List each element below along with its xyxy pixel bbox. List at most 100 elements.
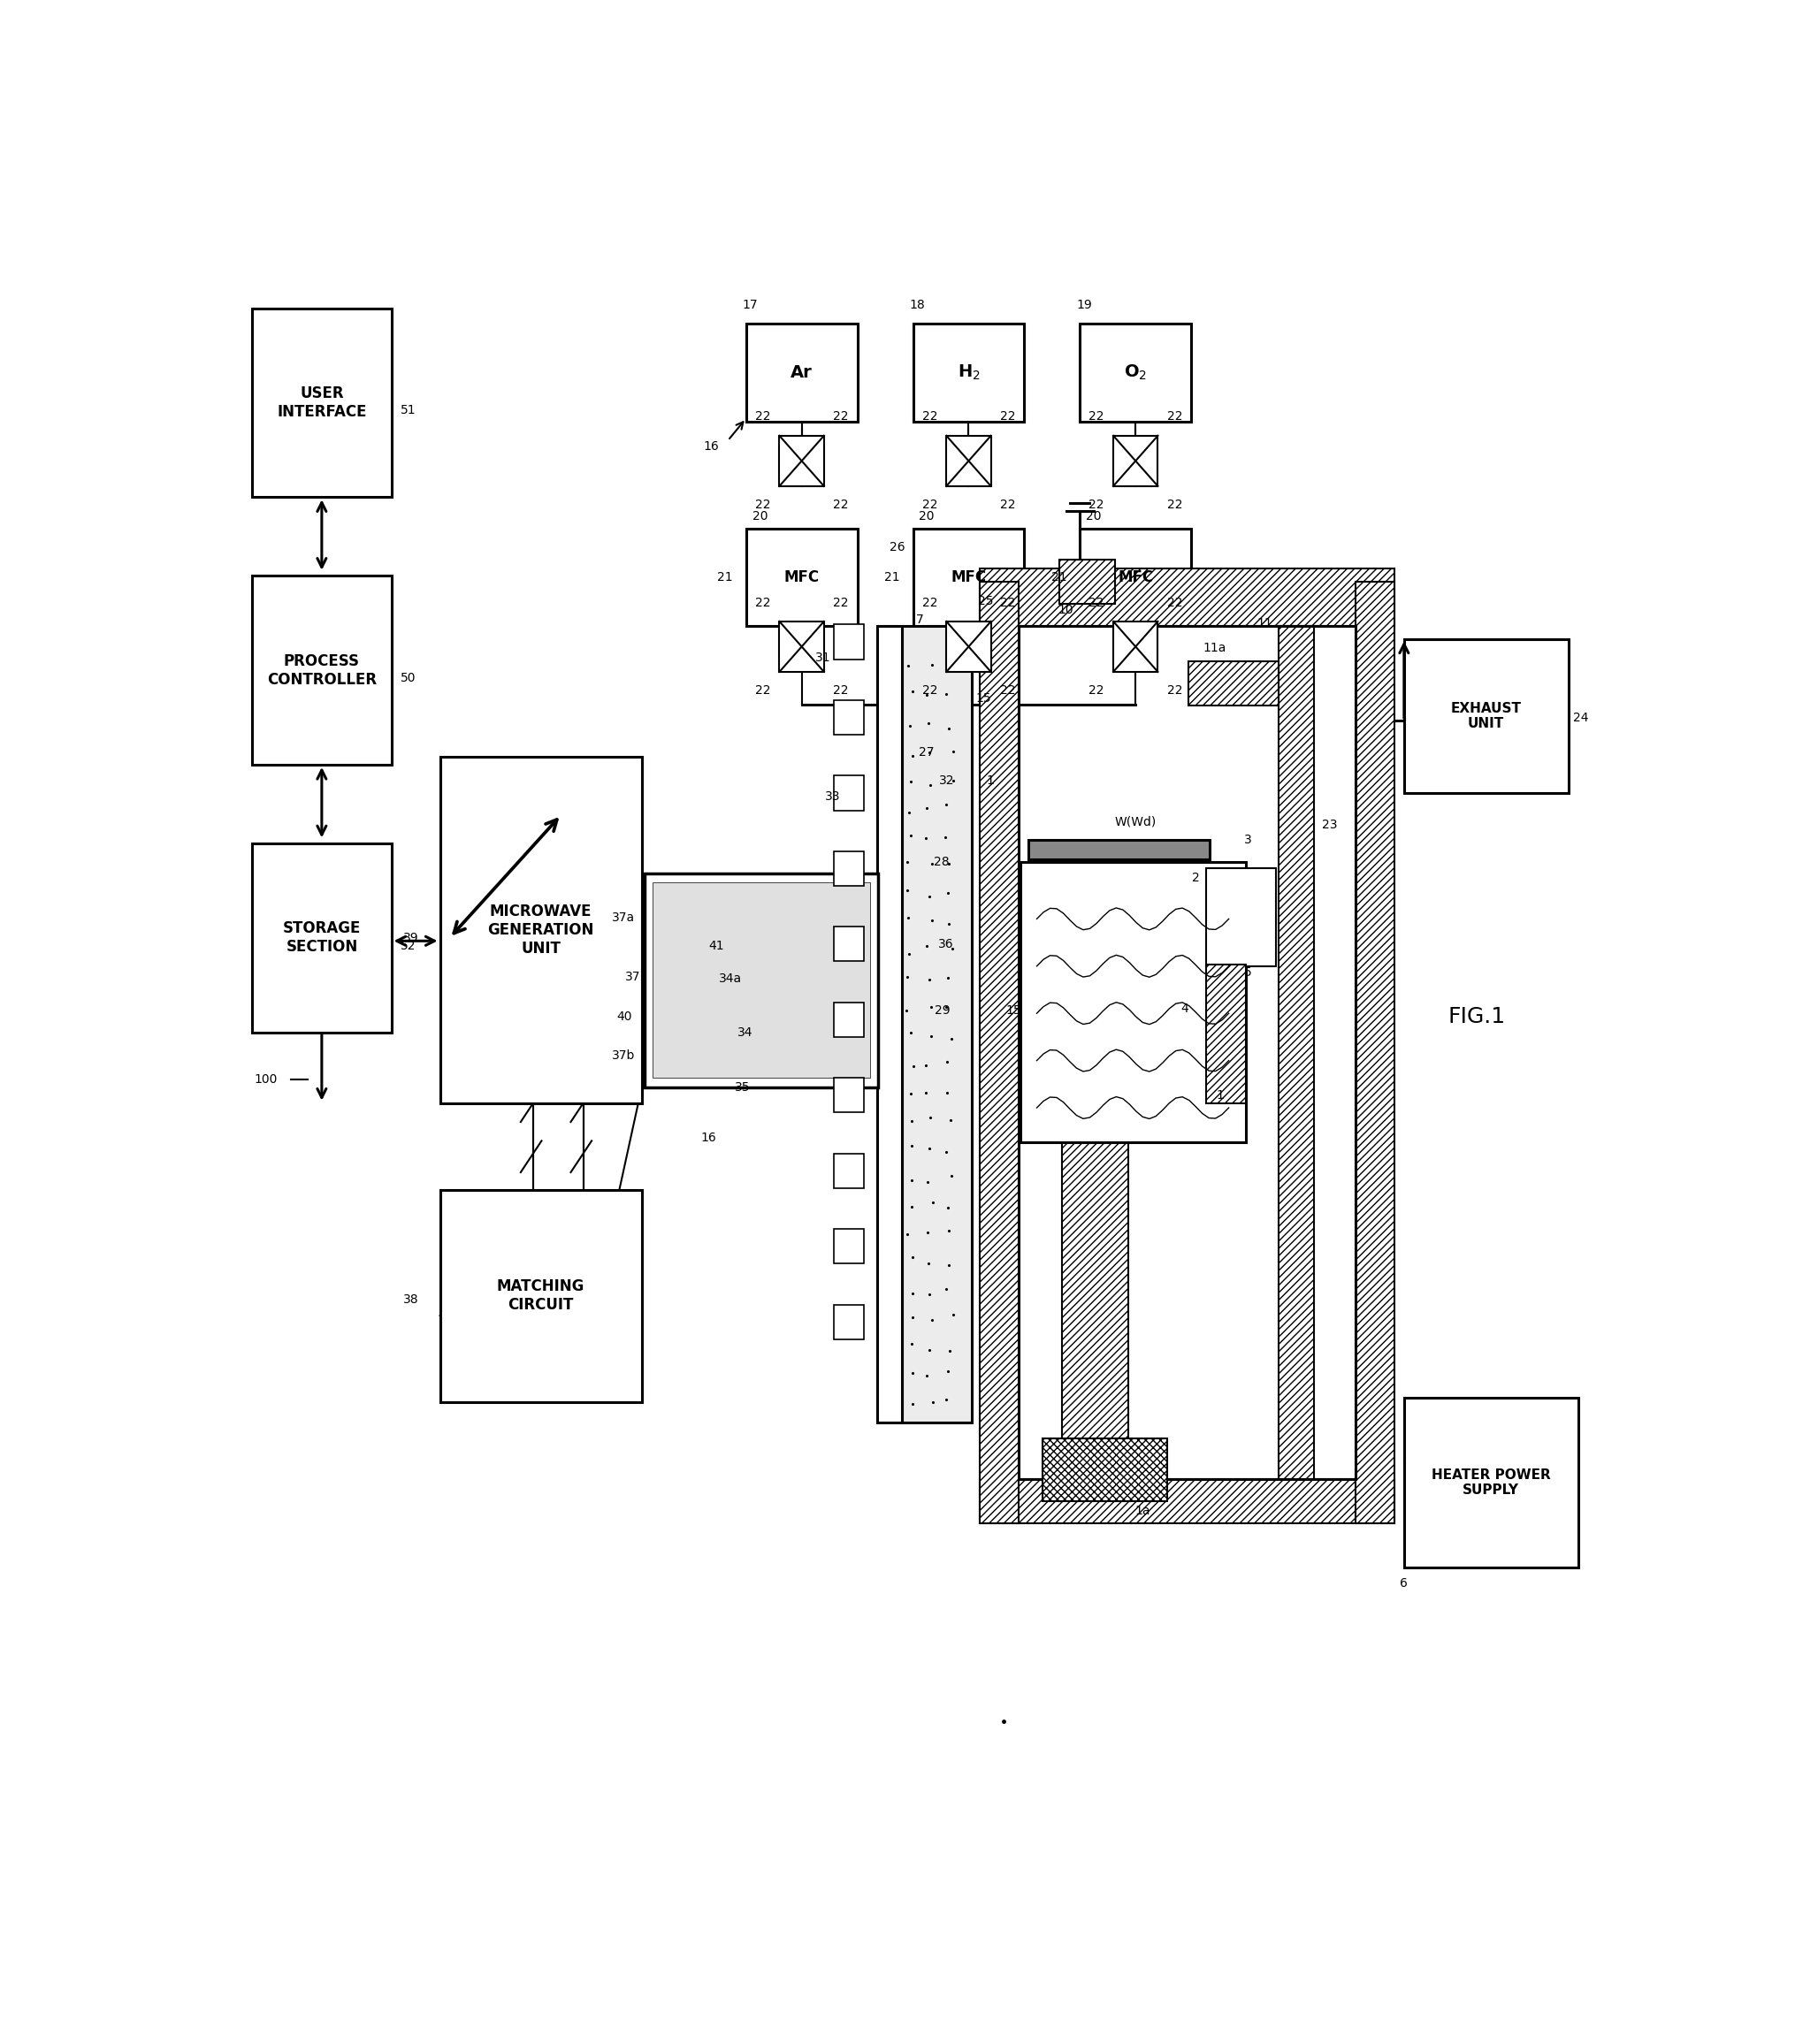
Text: 33: 33 (826, 789, 840, 803)
Text: 1: 1 (1217, 1089, 1224, 1102)
Bar (1020, 625, 1355, 1480)
Bar (747, 529, 858, 625)
Text: 41: 41 (709, 940, 723, 953)
Bar (1059, 560, 1115, 605)
Bar (833, 850, 863, 885)
Text: 5: 5 (1244, 967, 1253, 979)
Text: 10: 10 (1059, 605, 1073, 617)
Text: STORAGE
SECTION: STORAGE SECTION (282, 920, 361, 955)
Bar (901, 625, 971, 1423)
Bar (1020, 863, 1246, 1143)
Text: 22: 22 (923, 411, 937, 423)
Text: 21: 21 (718, 570, 732, 583)
Text: 16: 16 (702, 1132, 716, 1145)
Text: 23: 23 (1321, 818, 1337, 830)
Text: 22: 22 (1000, 499, 1016, 511)
Text: 22: 22 (833, 597, 849, 609)
Text: 1: 1 (987, 775, 994, 787)
Text: W(Wd): W(Wd) (1115, 816, 1156, 828)
Text: MFC: MFC (951, 570, 987, 585)
Bar (833, 775, 863, 809)
Text: 22: 22 (833, 499, 849, 511)
Text: 22: 22 (1167, 499, 1183, 511)
Bar (440, 756, 641, 1104)
Text: 22: 22 (1000, 597, 1016, 609)
Text: 29: 29 (935, 1004, 951, 1016)
Text: 31: 31 (815, 652, 831, 664)
Text: 4: 4 (1181, 1002, 1188, 1014)
Text: 37b: 37b (612, 1051, 635, 1063)
Bar (779, 435, 824, 486)
Text: 7: 7 (915, 613, 924, 625)
Bar (980, 1480, 1395, 1523)
Text: PROCESS
CONTROLLER: PROCESS CONTROLLER (267, 654, 377, 687)
Text: 35: 35 (734, 1081, 750, 1094)
Bar (747, 325, 858, 421)
Text: 32: 32 (939, 775, 955, 787)
Text: 1a: 1a (1134, 1504, 1151, 1517)
Text: 11a: 11a (1203, 642, 1226, 654)
Text: Ar: Ar (792, 364, 813, 380)
Bar (1063, 1143, 1129, 1459)
Text: 36: 36 (937, 938, 953, 950)
Bar (1113, 435, 1158, 486)
Text: 16: 16 (704, 442, 720, 454)
Bar (833, 1153, 863, 1188)
Bar (833, 1228, 863, 1263)
Text: 20: 20 (919, 509, 935, 521)
Bar (1404, 638, 1569, 793)
Text: 22: 22 (1167, 597, 1183, 609)
Text: 22: 22 (923, 685, 937, 697)
Text: MATCHING
CIRCUIT: MATCHING CIRCUIT (497, 1280, 585, 1312)
Bar (440, 1190, 641, 1402)
Text: 52: 52 (400, 940, 416, 953)
Bar (1206, 869, 1276, 967)
Bar (980, 568, 1395, 625)
Text: 15: 15 (976, 693, 991, 705)
Text: FIG.1: FIG.1 (1447, 1006, 1506, 1026)
Bar (914, 325, 1025, 421)
Text: 22: 22 (1090, 499, 1104, 511)
Bar (833, 1304, 863, 1339)
Bar (833, 701, 863, 734)
Text: 28: 28 (933, 856, 950, 869)
Text: 22: 22 (756, 499, 770, 511)
Bar (1188, 662, 1278, 705)
Bar (1113, 621, 1158, 672)
Text: 22: 22 (833, 411, 849, 423)
Text: HEATER POWER
SUPPLY: HEATER POWER SUPPLY (1431, 1468, 1551, 1496)
Bar (833, 625, 863, 660)
Bar (1081, 529, 1192, 625)
Text: 100: 100 (255, 1073, 278, 1085)
Text: 22: 22 (756, 411, 770, 423)
Text: 37: 37 (625, 971, 641, 983)
Text: O$_2$: O$_2$ (1124, 364, 1147, 382)
Text: 22: 22 (1000, 411, 1016, 423)
Text: 22: 22 (1090, 597, 1104, 609)
Text: 22: 22 (833, 685, 849, 697)
Bar (833, 1077, 863, 1112)
Text: 11: 11 (1256, 617, 1273, 630)
Text: 22: 22 (923, 499, 937, 511)
Text: USER
INTERFACE: USER INTERFACE (276, 386, 366, 419)
Text: 22: 22 (1090, 411, 1104, 423)
Bar (779, 621, 824, 672)
Text: MFC: MFC (784, 570, 820, 585)
Text: 20: 20 (1086, 509, 1102, 521)
Bar (833, 926, 863, 961)
Bar (914, 529, 1025, 625)
Bar (946, 621, 991, 672)
Text: 26: 26 (890, 542, 905, 554)
Bar (1404, 1398, 1578, 1568)
Bar (946, 435, 991, 486)
Text: H$_2$: H$_2$ (957, 364, 980, 382)
Text: 39: 39 (404, 932, 418, 944)
Text: 51: 51 (400, 405, 416, 417)
Text: MFC: MFC (1118, 570, 1154, 585)
Bar (1081, 325, 1192, 421)
Text: 27: 27 (919, 746, 933, 758)
Text: 17: 17 (743, 298, 757, 311)
Text: 15: 15 (1007, 1004, 1021, 1016)
Text: 22: 22 (756, 685, 770, 697)
Text: 40: 40 (616, 1010, 632, 1022)
